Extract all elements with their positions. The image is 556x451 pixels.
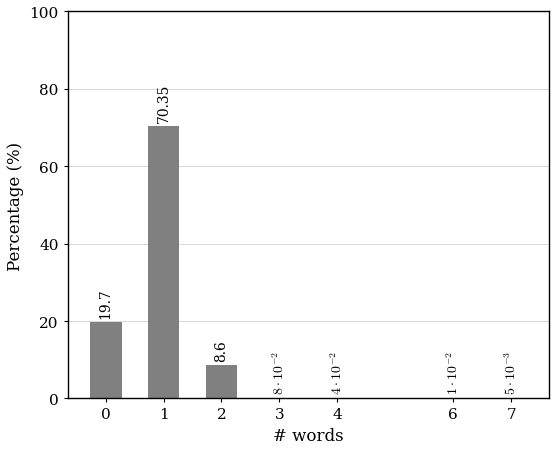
Text: $4\cdot10^{-2}$: $4\cdot10^{-2}$ bbox=[330, 350, 345, 394]
Text: $8\cdot10^{-2}$: $8\cdot10^{-2}$ bbox=[272, 350, 287, 394]
Text: 19.7: 19.7 bbox=[98, 287, 113, 318]
Y-axis label: Percentage (%): Percentage (%) bbox=[7, 141, 24, 270]
Bar bbox=[90, 322, 122, 399]
Text: 8.6: 8.6 bbox=[215, 339, 229, 361]
Text: 70.35: 70.35 bbox=[157, 83, 171, 122]
Bar bbox=[206, 365, 237, 399]
Text: $1\cdot10^{-2}$: $1\cdot10^{-2}$ bbox=[445, 350, 461, 394]
X-axis label: # words: # words bbox=[273, 427, 344, 444]
Bar bbox=[147, 127, 180, 399]
Text: $5\cdot10^{-3}$: $5\cdot10^{-3}$ bbox=[503, 350, 519, 394]
